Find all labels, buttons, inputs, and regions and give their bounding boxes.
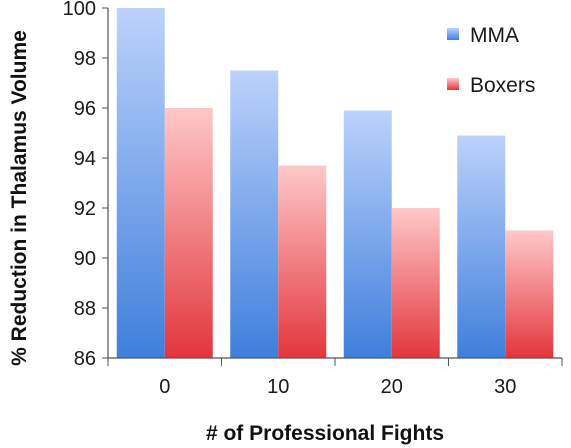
legend-swatch-boxers	[447, 78, 459, 90]
bar-boxers-30	[505, 230, 554, 358]
bar-boxers-10	[278, 165, 327, 358]
y-tick-label-98: 98	[74, 48, 96, 70]
bar-boxers-20	[391, 208, 440, 358]
legend-label-boxers: Boxers	[470, 74, 535, 97]
legend-swatch-mma	[447, 28, 459, 40]
y-axis-label: % Reduction in Thalamus Volume	[8, 30, 31, 366]
bar-mma-0	[116, 8, 165, 358]
bar-mma-10	[230, 70, 279, 358]
y-axis-ticks: 86 88 90 92 94 96 98 100	[63, 0, 108, 370]
y-tick-label-100: 100	[63, 0, 96, 20]
x-tick-label-20: 20	[381, 376, 403, 398]
y-tick-label-96: 96	[74, 98, 96, 120]
bar-boxers-0	[164, 108, 213, 358]
legend: MMA Boxers	[447, 24, 535, 97]
y-tick-label-90: 90	[74, 248, 96, 270]
y-tick-label-92: 92	[74, 198, 96, 220]
bar-mma-20	[343, 110, 392, 358]
legend-label-mma: MMA	[470, 24, 519, 47]
x-axis-label: # of Professional Fights	[206, 422, 444, 445]
x-tick-label-30: 30	[494, 376, 516, 398]
x-tick-label-0: 0	[159, 376, 170, 398]
y-tick-label-88: 88	[74, 298, 96, 320]
bar-mma-30	[457, 135, 506, 358]
x-tick-label-10: 10	[267, 376, 289, 398]
bars-group	[116, 8, 554, 358]
y-tick-label-86: 86	[74, 348, 96, 370]
x-axis-ticks: 0 10 20 30	[107, 358, 563, 398]
y-tick-label-94: 94	[74, 148, 96, 170]
